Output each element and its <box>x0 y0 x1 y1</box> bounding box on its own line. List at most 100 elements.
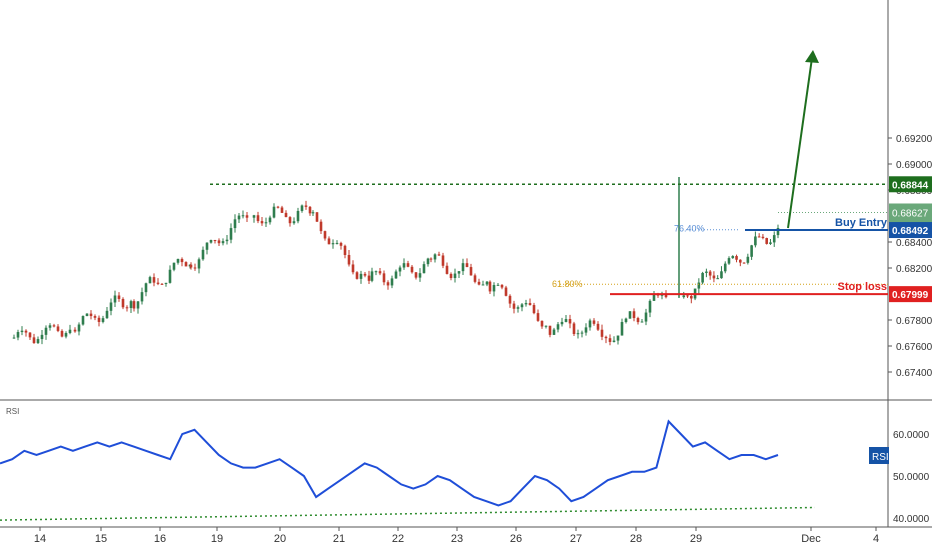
candle-body <box>193 267 197 269</box>
candle-body <box>245 215 249 218</box>
candle-body <box>93 316 97 318</box>
candle-body <box>772 235 776 243</box>
candle-body <box>52 325 56 327</box>
candle-body <box>311 212 315 214</box>
candle-body <box>140 292 144 302</box>
buy-entry-tag-box <box>889 222 932 239</box>
candle-body <box>105 310 109 319</box>
time-tick-label: 22 <box>392 533 404 545</box>
candle-body <box>449 273 453 279</box>
candle-body <box>48 325 52 328</box>
candle-body <box>256 215 260 222</box>
price-tick-label: 0.67600 <box>896 342 932 353</box>
candle-body <box>176 258 180 263</box>
candle-body <box>213 240 217 242</box>
candle-body <box>152 277 156 283</box>
candle-body <box>682 295 686 298</box>
candle-body <box>304 205 308 207</box>
candle-body <box>260 221 264 224</box>
candle-body <box>453 273 457 279</box>
candle-body <box>323 231 327 239</box>
candle-body <box>584 327 588 333</box>
candle-body <box>632 311 636 319</box>
candle-body <box>209 240 213 243</box>
candle-body <box>148 277 152 284</box>
candle-body <box>512 303 516 309</box>
time-tick-label: 19 <box>211 533 223 545</box>
candle-body <box>327 238 331 245</box>
candle-body <box>276 206 280 208</box>
candle-body <box>576 333 580 335</box>
candle-body <box>524 303 528 305</box>
candle-body <box>723 263 727 272</box>
candle-body <box>716 278 719 280</box>
candle-body <box>36 339 40 344</box>
time-tick-label: 15 <box>95 533 107 545</box>
candle-body <box>136 301 140 309</box>
candle-body <box>60 330 64 337</box>
candle-body <box>500 284 504 288</box>
resistance-tag-box <box>889 176 932 193</box>
candle-body <box>40 334 44 340</box>
rsi-tick-label: 40.0000 <box>893 514 930 525</box>
candle-body <box>292 221 296 224</box>
candle-body <box>636 318 640 323</box>
candle-body <box>339 242 343 246</box>
candle-body <box>552 329 556 335</box>
candle-body <box>221 241 225 244</box>
candle-body <box>473 275 477 282</box>
candle-body <box>394 271 398 279</box>
candle-body <box>85 313 89 317</box>
candle-body <box>492 285 496 292</box>
fib-764-label: 76.40% <box>674 224 705 234</box>
candle-body <box>540 320 544 327</box>
stop-loss-tag-box <box>889 286 932 303</box>
candle-body <box>156 282 160 284</box>
time-tick-label: 23 <box>451 533 463 545</box>
time-tick-label: 20 <box>274 533 286 545</box>
candle-body <box>690 296 693 299</box>
buy-entry-tag-text: 0.68492 <box>892 226 929 237</box>
candle-body <box>592 320 596 324</box>
price-tick-label: 0.67800 <box>896 316 932 327</box>
price-tick-label: 0.68400 <box>896 238 932 249</box>
candle-body <box>536 313 540 321</box>
stop-loss-tag-text: 0.67999 <box>892 290 929 301</box>
candle-body <box>252 215 256 218</box>
candle-body <box>414 272 418 278</box>
candle-body <box>742 262 746 264</box>
candle-body <box>441 255 445 266</box>
candle-body <box>664 294 668 298</box>
rsi-line <box>0 419 779 507</box>
candle-body <box>101 318 105 322</box>
candle-body <box>660 294 664 296</box>
candle-body <box>237 215 241 220</box>
candle-body <box>197 259 201 269</box>
time-tick-label: 28 <box>630 533 642 545</box>
candle-body <box>735 256 738 260</box>
candle-body <box>109 302 113 311</box>
candle-body <box>117 295 121 299</box>
candle-body <box>477 281 481 285</box>
candle-body <box>374 271 378 273</box>
candle-body <box>308 206 312 214</box>
candle-body <box>343 245 347 255</box>
buy-entry-label: Buy Entry <box>835 217 888 229</box>
candle-body <box>272 206 276 218</box>
time-tick-label: 27 <box>570 533 582 545</box>
price-tick-label: 0.67400 <box>896 368 932 379</box>
candle-body <box>370 271 374 281</box>
candle-body <box>516 307 520 309</box>
candle-body <box>144 283 148 293</box>
candle-body <box>528 303 532 306</box>
candle-body <box>68 329 72 334</box>
candle-body <box>548 325 552 335</box>
candle-body <box>28 332 32 338</box>
candle-body <box>184 262 188 267</box>
candle-body <box>406 263 410 267</box>
candle-body <box>426 258 430 265</box>
time-tick-label: 29 <box>690 533 702 545</box>
